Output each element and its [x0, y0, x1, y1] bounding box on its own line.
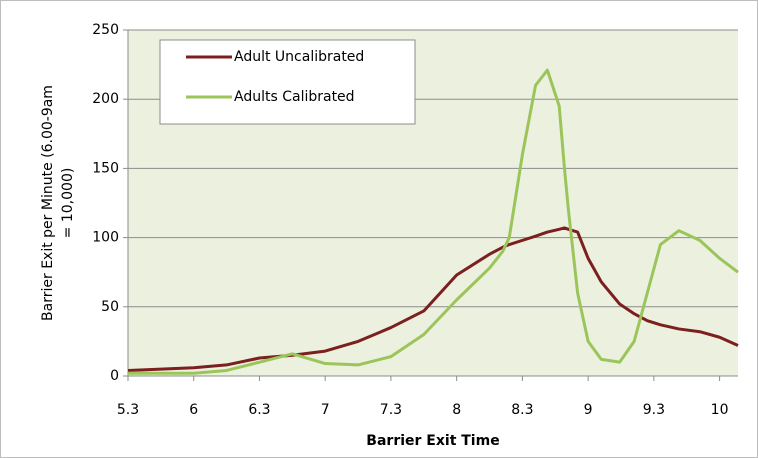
- x-tick-label: 7.3: [380, 402, 402, 418]
- series-line: [127, 226, 739, 372]
- y-tick-label: 250: [92, 22, 119, 38]
- legend-label: Adult Uncalibrated: [234, 49, 364, 65]
- x-tick-label: 5.3: [117, 402, 139, 418]
- series-line: [128, 68, 739, 375]
- x-tick-label: 10: [711, 402, 729, 418]
- x-axis-label: Barrier Exit Time: [366, 433, 499, 449]
- x-tick-label: 9: [584, 402, 593, 418]
- y-tick-label: 0: [110, 368, 119, 384]
- legend-label: Adults Calibrated: [234, 89, 355, 105]
- y-axis-label: Barrier Exit per Minute (6.00-9am: [40, 85, 56, 321]
- x-tick-label: 8: [452, 402, 461, 418]
- y-axis-label: = 10,000): [60, 168, 76, 239]
- x-tick-label: 9.3: [643, 402, 665, 418]
- x-tick-label: 6: [189, 402, 198, 418]
- x-tick-label: 8.3: [511, 402, 533, 418]
- y-tick-label: 100: [92, 230, 119, 246]
- y-tick-label: 50: [101, 299, 119, 315]
- y-tick-label: 150: [92, 160, 119, 176]
- legend-box: [159, 39, 416, 125]
- x-tick-label: 6.3: [248, 402, 270, 418]
- x-tick-label: 7: [321, 402, 330, 418]
- y-tick-label: 200: [92, 91, 119, 107]
